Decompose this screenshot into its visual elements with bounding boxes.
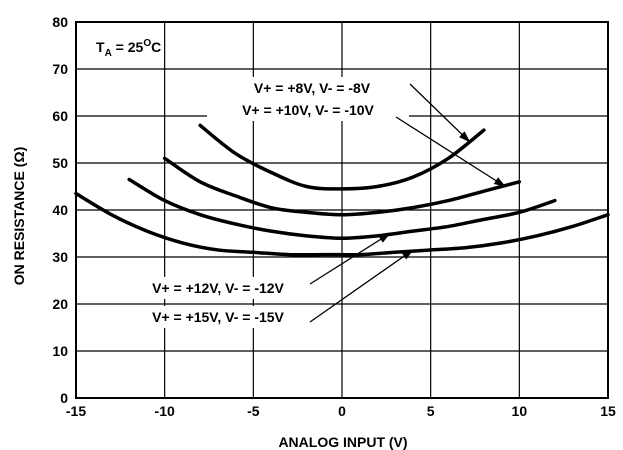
x-axis-label: ANALOG INPUT (V) bbox=[278, 434, 407, 450]
series-annotation-label: V+ = +12V, V- = -12V bbox=[152, 280, 284, 296]
y-tick-label: 20 bbox=[52, 296, 68, 312]
x-tick-label: -5 bbox=[247, 403, 260, 419]
y-tick-labels: 0 10 20 30 40 50 60 70 80 bbox=[52, 14, 68, 406]
annotation-arrow bbox=[309, 249, 414, 323]
x-tick-label: 5 bbox=[427, 403, 435, 419]
annotation-arrow bbox=[409, 83, 471, 143]
annotation-background bbox=[207, 99, 409, 121]
series-annotation-label: V+ = +8V, V- = -8V bbox=[254, 80, 371, 96]
x-tick-label: 15 bbox=[600, 403, 616, 419]
series-curve-2 bbox=[162, 156, 522, 217]
series-curve-3 bbox=[127, 177, 557, 240]
series-annotations: V+ = +8V, V- = -8V V+ = +10V, V- = -10V V+… bbox=[120, 77, 506, 328]
annotation-arrow bbox=[309, 232, 391, 285]
plot-frame bbox=[75, 21, 609, 399]
x-tick-label: 10 bbox=[512, 403, 528, 419]
series-curve-1 bbox=[198, 123, 486, 191]
annotation-background bbox=[120, 306, 316, 328]
y-tick-label: 10 bbox=[52, 343, 68, 359]
y-tick-label: 40 bbox=[52, 202, 68, 218]
series-annotation-label: V+ = +10V, V- = -10V bbox=[242, 102, 374, 118]
y-tick-label: 0 bbox=[60, 390, 68, 406]
series-curve-4 bbox=[74, 191, 610, 257]
y-tick-label: 50 bbox=[52, 155, 68, 171]
x-tick-label: -15 bbox=[66, 403, 86, 419]
y-tick-label: 60 bbox=[52, 108, 68, 124]
x-tick-label: -10 bbox=[155, 403, 175, 419]
x-tick-label: 0 bbox=[338, 403, 346, 419]
data-curves bbox=[74, 123, 610, 257]
temperature-condition-label: TA = 25OC bbox=[96, 38, 161, 59]
y-tick-label: 70 bbox=[52, 61, 68, 77]
y-axis-label: ON RESISTANCE (Ω) bbox=[11, 147, 27, 286]
annotation-background bbox=[120, 277, 316, 299]
x-tick-labels: -15 -10 -5 0 5 10 15 bbox=[66, 403, 616, 419]
annotation-background bbox=[217, 77, 407, 99]
annotation-arrow bbox=[395, 116, 506, 188]
y-tick-label: 30 bbox=[52, 249, 68, 265]
y-tick-label: 80 bbox=[52, 14, 68, 30]
series-annotation-label: V+ = +15V, V- = -15V bbox=[152, 309, 284, 325]
